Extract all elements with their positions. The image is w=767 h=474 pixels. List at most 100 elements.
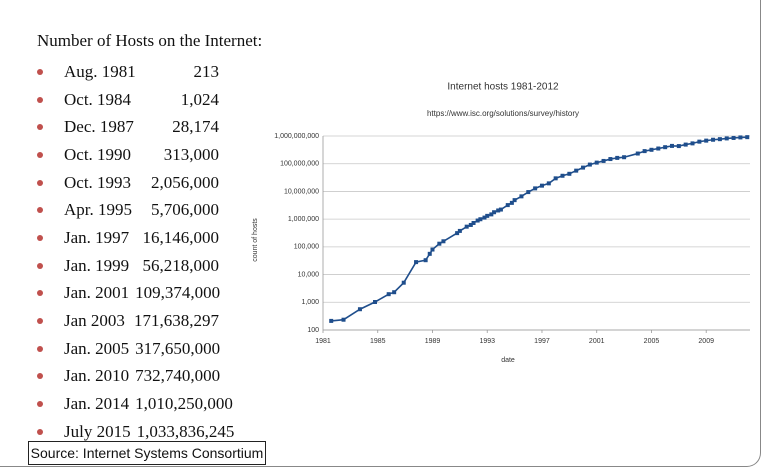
data-point bbox=[635, 151, 640, 156]
date: Oct. 1990 bbox=[64, 144, 132, 164]
bullet bbox=[37, 179, 43, 186]
list-row: Jan. 2001 109,374,000 bbox=[64, 283, 220, 303]
data-point bbox=[731, 135, 736, 140]
list-row: Oct. 1993 2,056,000 bbox=[64, 173, 219, 193]
data-point bbox=[386, 292, 391, 297]
y-tick-label: 100,000 bbox=[294, 244, 319, 251]
data-point bbox=[441, 239, 446, 244]
host-count: 2,056,000 bbox=[151, 172, 219, 192]
data-point bbox=[468, 222, 473, 227]
date: Jan. 2014 bbox=[64, 394, 130, 414]
data-point bbox=[676, 144, 681, 149]
host-count: 171,638,297 bbox=[134, 311, 219, 331]
data-point bbox=[738, 135, 743, 140]
y-tick-label: 1,000 bbox=[301, 299, 319, 306]
data-point bbox=[423, 258, 428, 263]
list-row: Aug. 1981 213 bbox=[64, 62, 219, 82]
date: Jan. 1999 bbox=[64, 255, 130, 275]
host-count: 56,218,000 bbox=[142, 255, 220, 275]
x-tick-label: 1993 bbox=[479, 338, 495, 345]
data-point bbox=[392, 290, 397, 295]
x-tick-label: 2005 bbox=[644, 338, 660, 345]
data-point bbox=[519, 194, 524, 199]
host-count: 28,174 bbox=[172, 117, 219, 137]
list-item: Oct. 1984 1,024 bbox=[34, 86, 234, 114]
list-row: Jan. 2014 1,010,250,000 bbox=[64, 394, 233, 414]
date: Jan 2003 bbox=[64, 311, 125, 331]
data-point bbox=[567, 171, 572, 176]
x-axis-label: date bbox=[501, 357, 515, 364]
data-point bbox=[649, 147, 654, 152]
heading: Number of Hosts on the Internet: bbox=[37, 31, 263, 50]
list-item: Jan. 2001 109,374,000 bbox=[34, 280, 234, 308]
host-count: 213 bbox=[193, 61, 220, 81]
date: July 2015 bbox=[64, 421, 131, 441]
x-tick-label: 2009 bbox=[698, 338, 714, 345]
data-point bbox=[489, 212, 494, 217]
x-tick-label: 1989 bbox=[425, 338, 441, 345]
date: Jan. 2005 bbox=[64, 338, 130, 358]
y-tick-label: 10,000 bbox=[298, 271, 320, 278]
data-point bbox=[546, 181, 551, 186]
date: Aug. 1981 bbox=[64, 61, 136, 81]
bullet bbox=[37, 345, 43, 352]
y-tick-label: 10,000,000 bbox=[284, 188, 319, 195]
data-point bbox=[560, 173, 565, 178]
host-count: 5,706,000 bbox=[151, 200, 219, 220]
host-count: 1,033,836,245 bbox=[136, 421, 235, 441]
slide-frame bbox=[0, 0, 761, 467]
host-count: 1,010,250,000 bbox=[135, 394, 233, 414]
data-point bbox=[724, 136, 729, 141]
data-point bbox=[373, 300, 378, 305]
data-point bbox=[485, 213, 490, 218]
data-point bbox=[498, 207, 503, 212]
list-row: Dec. 1987 28,174 bbox=[64, 117, 219, 137]
data-point bbox=[553, 176, 558, 181]
x-tick-label: 1997 bbox=[534, 338, 550, 345]
data-point bbox=[683, 142, 688, 147]
list-item: Oct. 1990 313,000 bbox=[34, 141, 234, 169]
y-tick-label: 100 bbox=[307, 327, 319, 334]
data-point bbox=[574, 168, 579, 173]
date: Oct. 1984 bbox=[64, 89, 132, 109]
bullet bbox=[37, 96, 43, 103]
data-point bbox=[656, 146, 661, 151]
data-point bbox=[512, 198, 517, 203]
data-point bbox=[478, 217, 483, 222]
list-item: Jan. 2005 317,650,000 bbox=[34, 335, 234, 363]
chart-subtitle: https://www.isc.org/solutions/survey/his… bbox=[427, 109, 579, 118]
list-item: Oct. 1993 2,056,000 bbox=[34, 169, 234, 197]
data-point bbox=[587, 162, 592, 167]
data-point bbox=[533, 186, 538, 191]
date: Apr. 1995 bbox=[64, 200, 132, 220]
data-point bbox=[509, 200, 514, 205]
data-point bbox=[357, 307, 362, 312]
y-axis-label: count of hosts bbox=[252, 218, 259, 262]
data-point bbox=[482, 215, 487, 220]
data-point bbox=[669, 143, 674, 148]
data-point bbox=[430, 247, 435, 252]
list-item: Apr. 1995 5,706,000 bbox=[34, 196, 234, 224]
host-count: 317,650,000 bbox=[135, 338, 221, 358]
bullet bbox=[37, 207, 43, 214]
data-point bbox=[663, 145, 668, 150]
data-point bbox=[496, 208, 501, 213]
date: Jan. 2001 bbox=[64, 283, 130, 303]
bullet bbox=[37, 234, 43, 241]
data-point bbox=[341, 317, 346, 322]
list-item: Jan. 2010 732,740,000 bbox=[34, 363, 234, 391]
data-point bbox=[457, 228, 462, 233]
list-row: Jan. 2005 317,650,000 bbox=[64, 339, 220, 359]
data-point bbox=[539, 183, 544, 188]
host-count: 1,024 bbox=[180, 89, 219, 109]
bullet bbox=[37, 318, 43, 325]
list-row: Oct. 1984 1,024 bbox=[64, 90, 219, 110]
data-point bbox=[717, 137, 722, 142]
list-row: Jan. 1999 56,218,000 bbox=[64, 256, 219, 276]
data-point bbox=[704, 138, 709, 143]
data-point bbox=[471, 220, 476, 225]
list-item: July 2015 1,033,836,245 bbox=[34, 418, 234, 446]
list-item: Jan 2003 171,638,297 bbox=[34, 307, 234, 335]
